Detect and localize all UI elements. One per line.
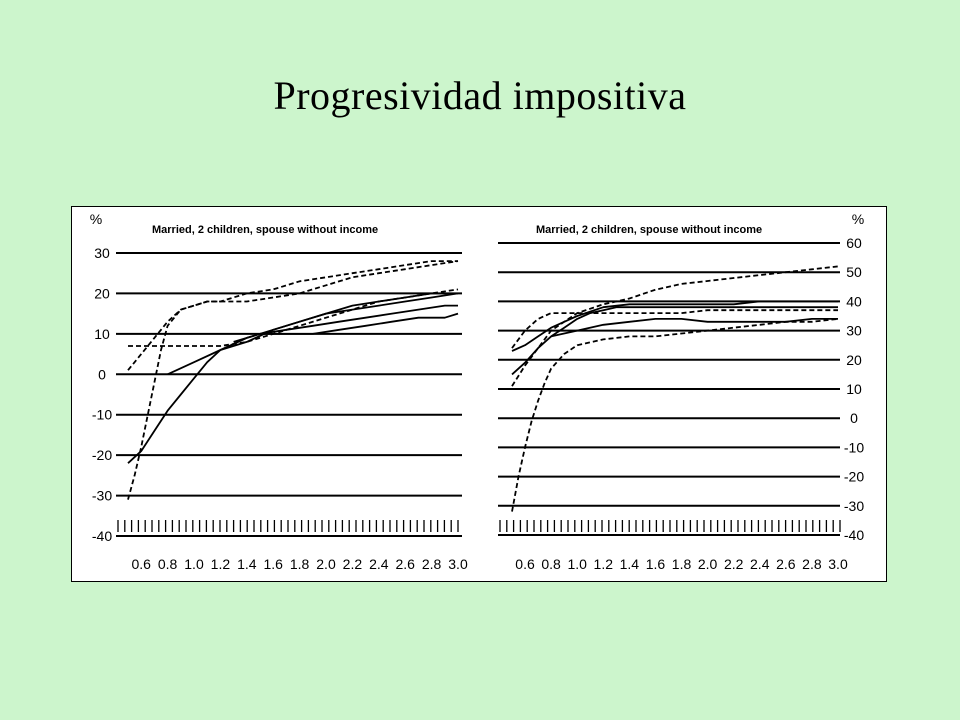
y-tick-label: -20 [92,447,112,463]
chart-title: Married, 2 children, spouse without inco… [152,224,378,236]
x-tick-label: 2.2 [724,556,744,572]
chart-panel-1: Married, 2 children, spouse without inco… [90,211,468,572]
series-line-7 [128,288,459,347]
series-line-3 [550,318,838,338]
x-tick-label: 1.4 [620,556,640,572]
y-tick-label: 10 [846,381,862,397]
y-tick-label: 50 [846,264,862,280]
y-tick-label: -30 [92,488,112,504]
y-tick-label: 30 [94,245,110,261]
x-tick-label: 3.0 [448,556,468,572]
x-tick-label: 0.8 [541,556,561,572]
x-tick-label: 2.4 [750,556,770,572]
x-tick-label: 2.8 [802,556,822,572]
y-unit-label: % [90,211,102,227]
x-tick-label: 0.6 [131,556,151,572]
x-tick-label: 2.0 [698,556,718,572]
x-tick-label: 1.2 [594,556,614,572]
x-tick-label: 1.0 [184,556,204,572]
series-line-5 [511,309,838,349]
y-unit-label: % [852,211,864,227]
charts-canvas: Married, 2 children, spouse without inco… [90,211,865,572]
x-tick-label: 0.8 [158,556,178,572]
y-tick-label: 10 [94,326,110,342]
x-tick-label: 2.8 [422,556,442,572]
y-tick-label: 0 [98,366,106,382]
y-tick-label: 60 [846,235,862,251]
x-tick-label: 2.0 [316,556,336,572]
y-tick-label: -10 [92,407,112,423]
chart-figure: Married, 2 children, spouse without inco… [71,206,887,582]
x-tick-label: 1.6 [263,556,283,572]
x-tick-label: 1.6 [646,556,666,572]
x-tick-label: 3.0 [828,556,848,572]
y-tick-label: 30 [846,323,862,339]
y-tick-label: -30 [844,498,864,514]
y-tick-label: 20 [94,285,110,301]
x-tick-label: 2.4 [369,556,389,572]
chart-title: Married, 2 children, spouse without inco… [536,224,762,236]
series-line-2 [511,300,838,352]
series-line-3 [233,304,458,343]
y-tick-label: -40 [92,528,112,544]
series-line-4 [511,265,839,387]
series-line-4 [260,312,459,335]
y-tick-label: 40 [846,293,862,309]
x-tick-label: 2.6 [776,556,796,572]
chart-panel-2: Married, 2 children, spouse without inco… [498,211,864,572]
x-tick-label: 1.2 [211,556,231,572]
y-tick-label: -20 [844,469,864,485]
x-tick-label: 1.0 [567,556,587,572]
series-line-6 [127,260,459,500]
series-line-5 [127,260,458,371]
y-tick-label: 0 [850,410,858,426]
slide-title: Progresividad impositiva [273,73,687,118]
x-tick-label: 0.6 [515,556,535,572]
x-tick-label: 1.4 [237,556,257,572]
y-tick-label: -40 [844,527,864,543]
x-tick-label: 1.8 [290,556,310,572]
series-line-6 [511,318,839,512]
x-tick-label: 2.6 [395,556,415,572]
x-tick-label: 2.2 [343,556,363,572]
y-tick-label: 20 [846,352,862,368]
x-tick-label: 1.8 [672,556,692,572]
series-line-1 [511,306,838,376]
y-tick-label: -10 [844,439,864,455]
